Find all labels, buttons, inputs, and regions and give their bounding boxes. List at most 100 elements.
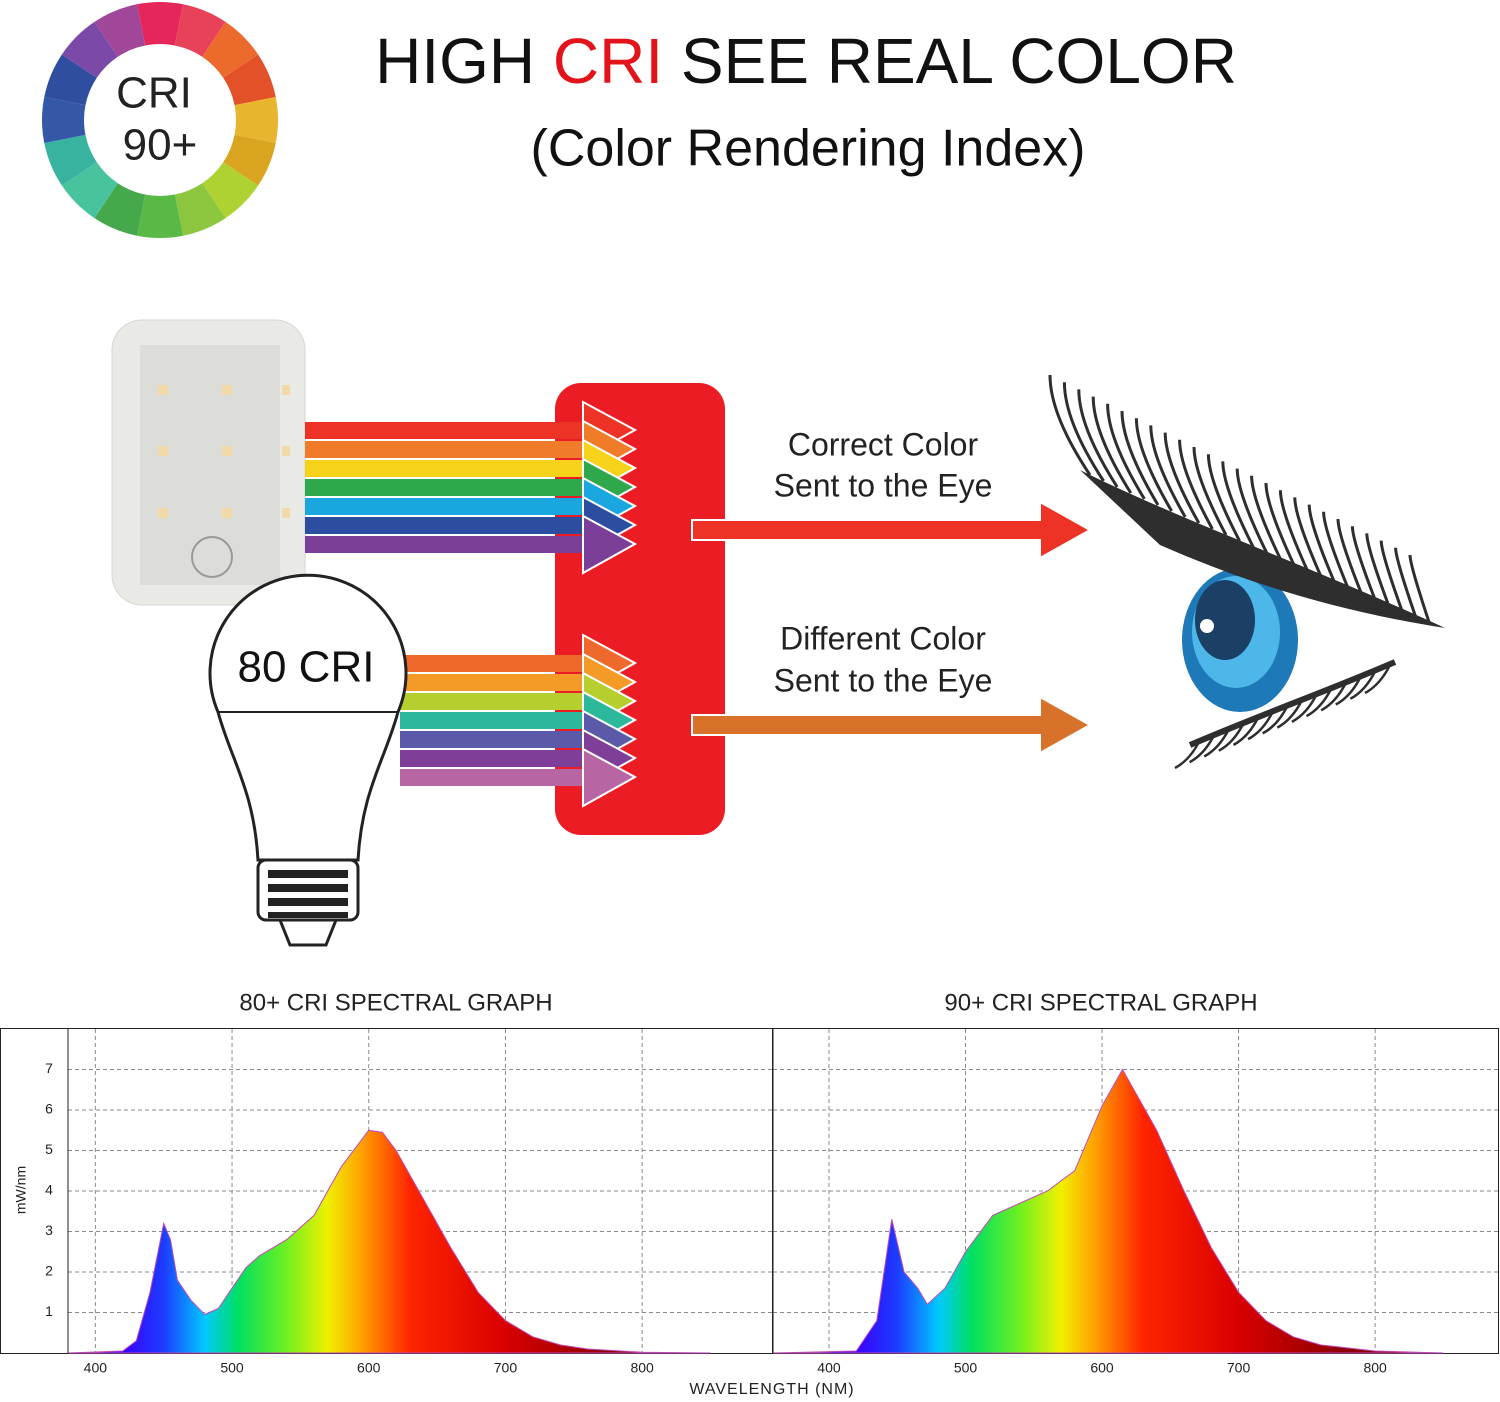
eyelash [1305, 687, 1333, 718]
charts: 1 2 3 4 5 6 7 400 500 600 700 800 80+ CRI SPECTRAL G… [13, 989, 1498, 1398]
eyelash [1106, 403, 1146, 500]
eyelash [1163, 432, 1201, 524]
eyelash [1276, 699, 1304, 729]
eyelash [1062, 382, 1105, 482]
y-tick-label: 2 [45, 1263, 53, 1279]
eyelash [1320, 681, 1348, 712]
chevron [582, 514, 638, 575]
stripe [400, 655, 585, 672]
eyelash [1336, 518, 1364, 596]
x-tick-label: 500 [220, 1360, 244, 1376]
eyelash [1365, 533, 1391, 608]
y-axis-label: mW/nm [13, 1166, 29, 1214]
badge-text: 90+ [123, 121, 198, 170]
y-tick-label: 6 [45, 1101, 53, 1117]
eyelash [1189, 733, 1216, 764]
eyelash [1349, 670, 1377, 700]
eyelash [1174, 739, 1202, 770]
x-tick-label: 600 [1090, 1360, 1114, 1376]
eyelash [1293, 497, 1323, 578]
stripe [400, 750, 585, 767]
eyelash [1350, 526, 1377, 602]
light-stripes [305, 400, 638, 808]
eyelash [1379, 540, 1405, 614]
stripe [305, 479, 585, 496]
eyelash [1322, 511, 1350, 590]
stripe [305, 422, 585, 439]
x-tick-label: 400 [84, 1360, 108, 1376]
spectrum-area [67, 1129, 711, 1354]
eyelash [1307, 504, 1337, 584]
eyelash [1091, 396, 1133, 494]
spectrum-area [772, 1068, 1444, 1354]
eyelash [1278, 490, 1309, 572]
chart-title: 80+ CRI SPECTRAL GRAPH [239, 989, 552, 1016]
title-part: HIGH [375, 25, 553, 97]
arrow-text: Different Color [780, 620, 986, 656]
eyelash [1077, 389, 1119, 488]
eyelash [1250, 475, 1282, 560]
eyelash [1221, 461, 1255, 548]
standard-bulb [208, 573, 408, 947]
stripe [305, 536, 585, 553]
eyelash [1235, 468, 1269, 554]
stripe [400, 693, 585, 710]
y-tick-label: 4 [45, 1182, 53, 1198]
bulb-label: 80 CRI [238, 643, 375, 692]
stripe [305, 441, 585, 458]
x-axis-label: WAVELENGTH (NM) [689, 1381, 854, 1398]
y-tick-label: 1 [45, 1303, 53, 1319]
y-tick-label: 7 [45, 1060, 53, 1076]
chart-title: 90+ CRI SPECTRAL GRAPH [944, 989, 1257, 1016]
stripe [305, 460, 585, 477]
x-tick-label: 700 [494, 1360, 518, 1376]
eyelash [1408, 554, 1432, 626]
wheel-center [84, 44, 236, 196]
eyelash [1192, 446, 1228, 536]
eyelash [1218, 722, 1245, 752]
eyelash [1247, 710, 1275, 741]
eyelash [1264, 482, 1296, 566]
stripe [305, 517, 585, 534]
eyelash [1335, 675, 1362, 706]
x-tick-label: 600 [357, 1360, 381, 1376]
eyelash [1206, 454, 1241, 542]
eyelash [1120, 410, 1160, 506]
badge-text: CRI [116, 69, 192, 118]
corn-bulb [111, 319, 306, 606]
eyelash [1291, 693, 1319, 723]
title: HIGH CRI SEE REAL COLOR [375, 25, 1237, 97]
eyelash [1364, 664, 1392, 695]
eyelash [1394, 547, 1418, 620]
y-tick-label: 3 [45, 1222, 53, 1238]
stripe [400, 712, 585, 729]
eyelash [1232, 716, 1260, 747]
x-tick-label: 500 [954, 1360, 978, 1376]
subtitle: (Color Rendering Index) [531, 120, 1086, 178]
eye [1048, 374, 1445, 770]
y-tick-label: 5 [45, 1141, 53, 1157]
eyelash [1178, 439, 1214, 530]
x-tick-label: 800 [1363, 1360, 1387, 1376]
chevron [582, 747, 638, 808]
x-tick-label: 400 [817, 1360, 841, 1376]
stripe [400, 674, 585, 691]
arrow-text: Correct Color [788, 426, 979, 462]
x-tick-label: 800 [630, 1360, 654, 1376]
eyelash [1134, 418, 1173, 512]
stripe [305, 498, 585, 515]
stripe [400, 731, 585, 748]
arrow-text: Sent to the Eye [774, 467, 993, 503]
eyelash [1149, 425, 1187, 518]
arrow-text: Sent to the Eye [774, 662, 993, 698]
title-highlight: CRI [553, 25, 663, 97]
eyelash [1203, 727, 1231, 758]
arrow-correct [691, 500, 1093, 560]
title-part: SEE REAL COLOR [663, 25, 1237, 97]
eyelash [1262, 704, 1289, 735]
stripe [400, 769, 585, 786]
x-tick-label: 700 [1227, 1360, 1251, 1376]
arrow-different [691, 695, 1093, 755]
eyelash [1048, 374, 1092, 476]
